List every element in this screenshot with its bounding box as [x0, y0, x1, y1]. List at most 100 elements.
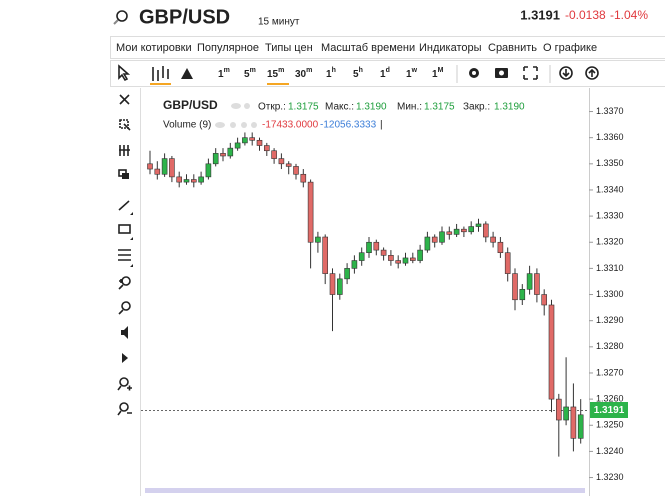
- y-tick-label: 1.3290: [596, 315, 624, 325]
- candle-body: [263, 145, 270, 152]
- timeframe-unit: m: [250, 67, 256, 74]
- candle-body: [453, 228, 460, 235]
- change-pct: -1.04%: [610, 8, 648, 22]
- timeframe[interactable]: 1M: [432, 67, 444, 80]
- settings-icon[interactable]: [469, 68, 479, 78]
- menu-bar: [110, 36, 665, 59]
- zoom-in[interactable]: [118, 276, 131, 290]
- line-tool[interactable]: [118, 200, 130, 211]
- candle-body: [577, 414, 584, 439]
- price-tag: [590, 402, 628, 418]
- download-icon[interactable]: [559, 66, 573, 80]
- y-tick-label: 1.3260: [596, 393, 624, 403]
- candle-body: [388, 255, 394, 261]
- candle-body: [497, 241, 504, 254]
- search-icon[interactable]: [113, 10, 128, 25]
- timeframe[interactable]: 1h: [326, 67, 336, 80]
- y-tick-label: 1.3330: [596, 210, 624, 220]
- candle-body: [234, 142, 241, 149]
- timeframe[interactable]: 1m: [218, 67, 230, 80]
- timeframe[interactable]: 30m: [295, 67, 312, 80]
- candle-body: [366, 241, 372, 254]
- timeframe-num: 5: [244, 69, 250, 80]
- menu-item[interactable]: Мои котировки: [116, 42, 192, 54]
- y-tick-label: 1.3270: [596, 367, 624, 377]
- candle-body: [249, 137, 255, 141]
- candle-body: [555, 398, 562, 421]
- timeframe[interactable]: 5h: [353, 67, 363, 80]
- y-tick-label: 1.3350: [596, 158, 624, 168]
- close-value: 1.3190: [494, 102, 525, 113]
- volume-value-1: -17433.0000: [262, 120, 319, 131]
- menu-item[interactable]: Сравнить: [488, 42, 537, 54]
- candle-body: [358, 252, 365, 261]
- timeframe[interactable]: 1d: [380, 67, 390, 80]
- timeframe[interactable]: 1w: [406, 67, 418, 80]
- y-tick-label: 1.3370: [596, 106, 624, 116]
- timeframe-num: 1: [432, 69, 438, 80]
- timeframe-num: 5: [353, 69, 359, 80]
- zoom-tool[interactable]: [117, 377, 132, 391]
- y-tick-label: 1.3280: [596, 341, 624, 351]
- menu-item[interactable]: Масштаб времени: [321, 42, 415, 54]
- candle-body: [526, 273, 533, 290]
- timeframe-unit: h: [332, 67, 336, 74]
- tool-icon[interactable]: [119, 119, 131, 131]
- upload-icon[interactable]: [585, 66, 599, 80]
- candle-body: [431, 236, 438, 243]
- candle-body: [417, 249, 423, 261]
- candle-body: [409, 257, 416, 261]
- close-tool[interactable]: [119, 94, 130, 105]
- fullscreen-icon[interactable]: [523, 66, 538, 80]
- volume-label: Volume (9): [163, 120, 211, 131]
- candles: [147, 132, 584, 457]
- menu-item[interactable]: О графике: [543, 42, 597, 54]
- camera-icon[interactable]: [495, 68, 508, 78]
- menu-item[interactable]: Индикаторы: [419, 42, 482, 54]
- scroll-right[interactable]: [122, 353, 128, 363]
- cursor-icon[interactable]: [118, 64, 131, 82]
- timeframe[interactable]: 5m: [244, 67, 256, 80]
- candle-body: [315, 236, 321, 243]
- timeframe-unit: m: [278, 67, 284, 74]
- scroll-left[interactable]: [121, 326, 128, 339]
- candle-body: [307, 181, 314, 243]
- candles-icon[interactable]: [152, 66, 169, 81]
- candle-body: [424, 236, 431, 251]
- menu-item[interactable]: Популярное: [197, 42, 259, 54]
- low-value: 1.3175: [424, 102, 455, 113]
- candle-body: [256, 139, 263, 146]
- symbol: GBP/USD: [139, 6, 230, 28]
- tool-icon[interactable]: [119, 145, 130, 156]
- candle-body: [212, 153, 219, 165]
- y-tick-label: 1.3250: [596, 420, 624, 430]
- candle-body: [563, 406, 569, 421]
- candle-body: [169, 158, 175, 178]
- candle-body: [191, 179, 197, 183]
- candle-body: [475, 223, 482, 227]
- candle-body: [482, 223, 489, 238]
- legend-symbol: GBP/USD: [163, 98, 218, 112]
- candle-body: [161, 158, 168, 175]
- candle-body: [147, 163, 153, 170]
- timeframe-unit: M: [438, 67, 444, 74]
- low-label: Мин.:: [397, 102, 422, 113]
- candle-body: [570, 406, 577, 439]
- timeframe-unit: m: [306, 67, 312, 74]
- candle-body: [512, 273, 518, 301]
- rect-tool[interactable]: [118, 224, 131, 234]
- tool-icon[interactable]: [118, 169, 129, 179]
- legend-icons[interactable]: [231, 103, 250, 109]
- volume-icons[interactable]: [215, 122, 257, 128]
- timeframe-num: 1: [218, 69, 224, 80]
- zoom-tool[interactable]: [117, 402, 132, 416]
- zoom-out[interactable]: [118, 301, 131, 315]
- menu-item[interactable]: Типы цен: [265, 42, 313, 54]
- candle-body: [468, 226, 475, 233]
- area-icon[interactable]: [181, 68, 193, 79]
- timeframe-num: 1: [326, 69, 332, 80]
- candle-body: [205, 163, 212, 178]
- fib-tool[interactable]: [118, 249, 131, 261]
- timeframe[interactable]: 15m: [267, 67, 284, 80]
